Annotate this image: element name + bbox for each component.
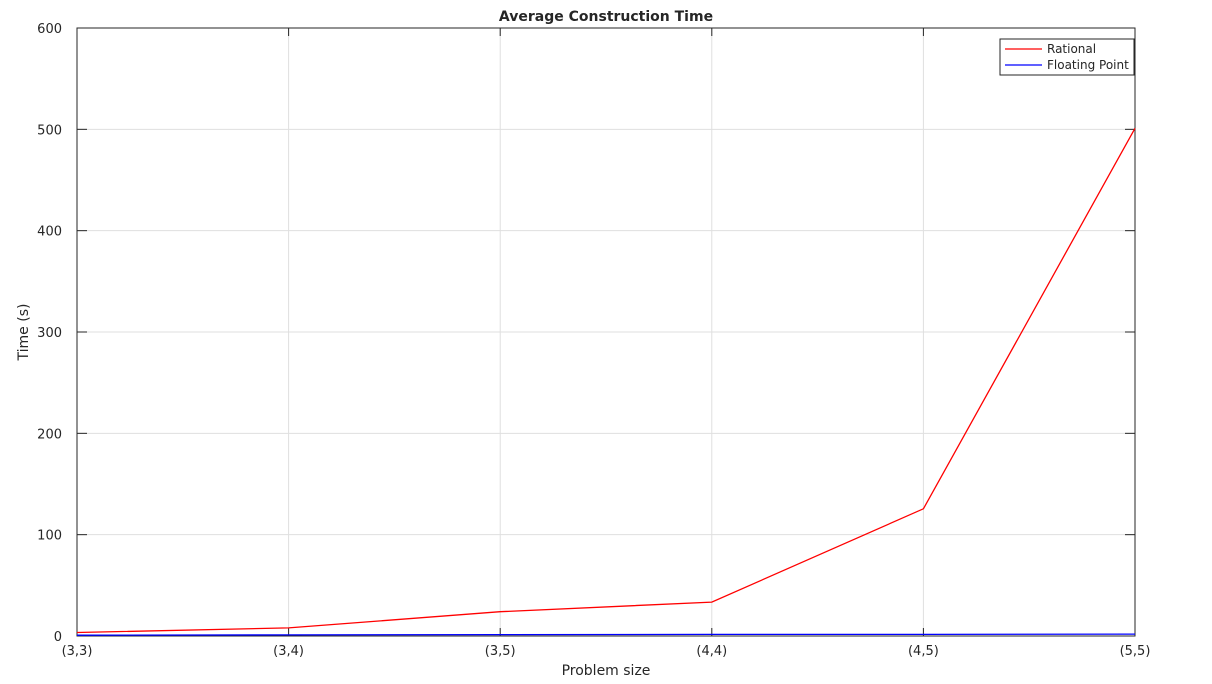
legend-label: Rational [1047, 42, 1096, 56]
x-tick-label: (5,5) [1120, 644, 1151, 659]
legend: Rational Floating Point [999, 38, 1135, 76]
x-tick-label: (4,4) [696, 644, 727, 659]
chart-title: Average Construction Time [499, 9, 713, 25]
legend-box [999, 38, 1135, 76]
series-line-1 [76, 633, 1136, 636]
series-lines [76, 127, 1136, 636]
y-tick-label: 200 [37, 427, 62, 442]
y-tick-label: 100 [37, 529, 62, 544]
x-tick-label: (3,4) [273, 644, 304, 659]
x-tick-label: (3,5) [485, 644, 516, 659]
y-tick-label: 300 [37, 326, 62, 341]
y-tick-label: 500 [37, 123, 62, 138]
x-tick-label: (3,3) [62, 644, 93, 659]
x-axis-label: Problem size [562, 663, 651, 679]
grid [76, 27, 1136, 637]
y-tick-label: 400 [37, 225, 62, 240]
series-line-0 [76, 127, 1136, 634]
legend-label: Floating Point [1047, 58, 1129, 72]
y-axis-label: Time (s) [16, 304, 32, 362]
y-tick-label: 600 [37, 22, 62, 37]
x-tick-label: (4,5) [908, 644, 939, 659]
y-tick-label: 0 [54, 630, 62, 645]
axis-ticks: (3,3) (3,4) (3,5) (4,4) (4,5) (5,5) 0 100 200 300… [37, 22, 1150, 659]
